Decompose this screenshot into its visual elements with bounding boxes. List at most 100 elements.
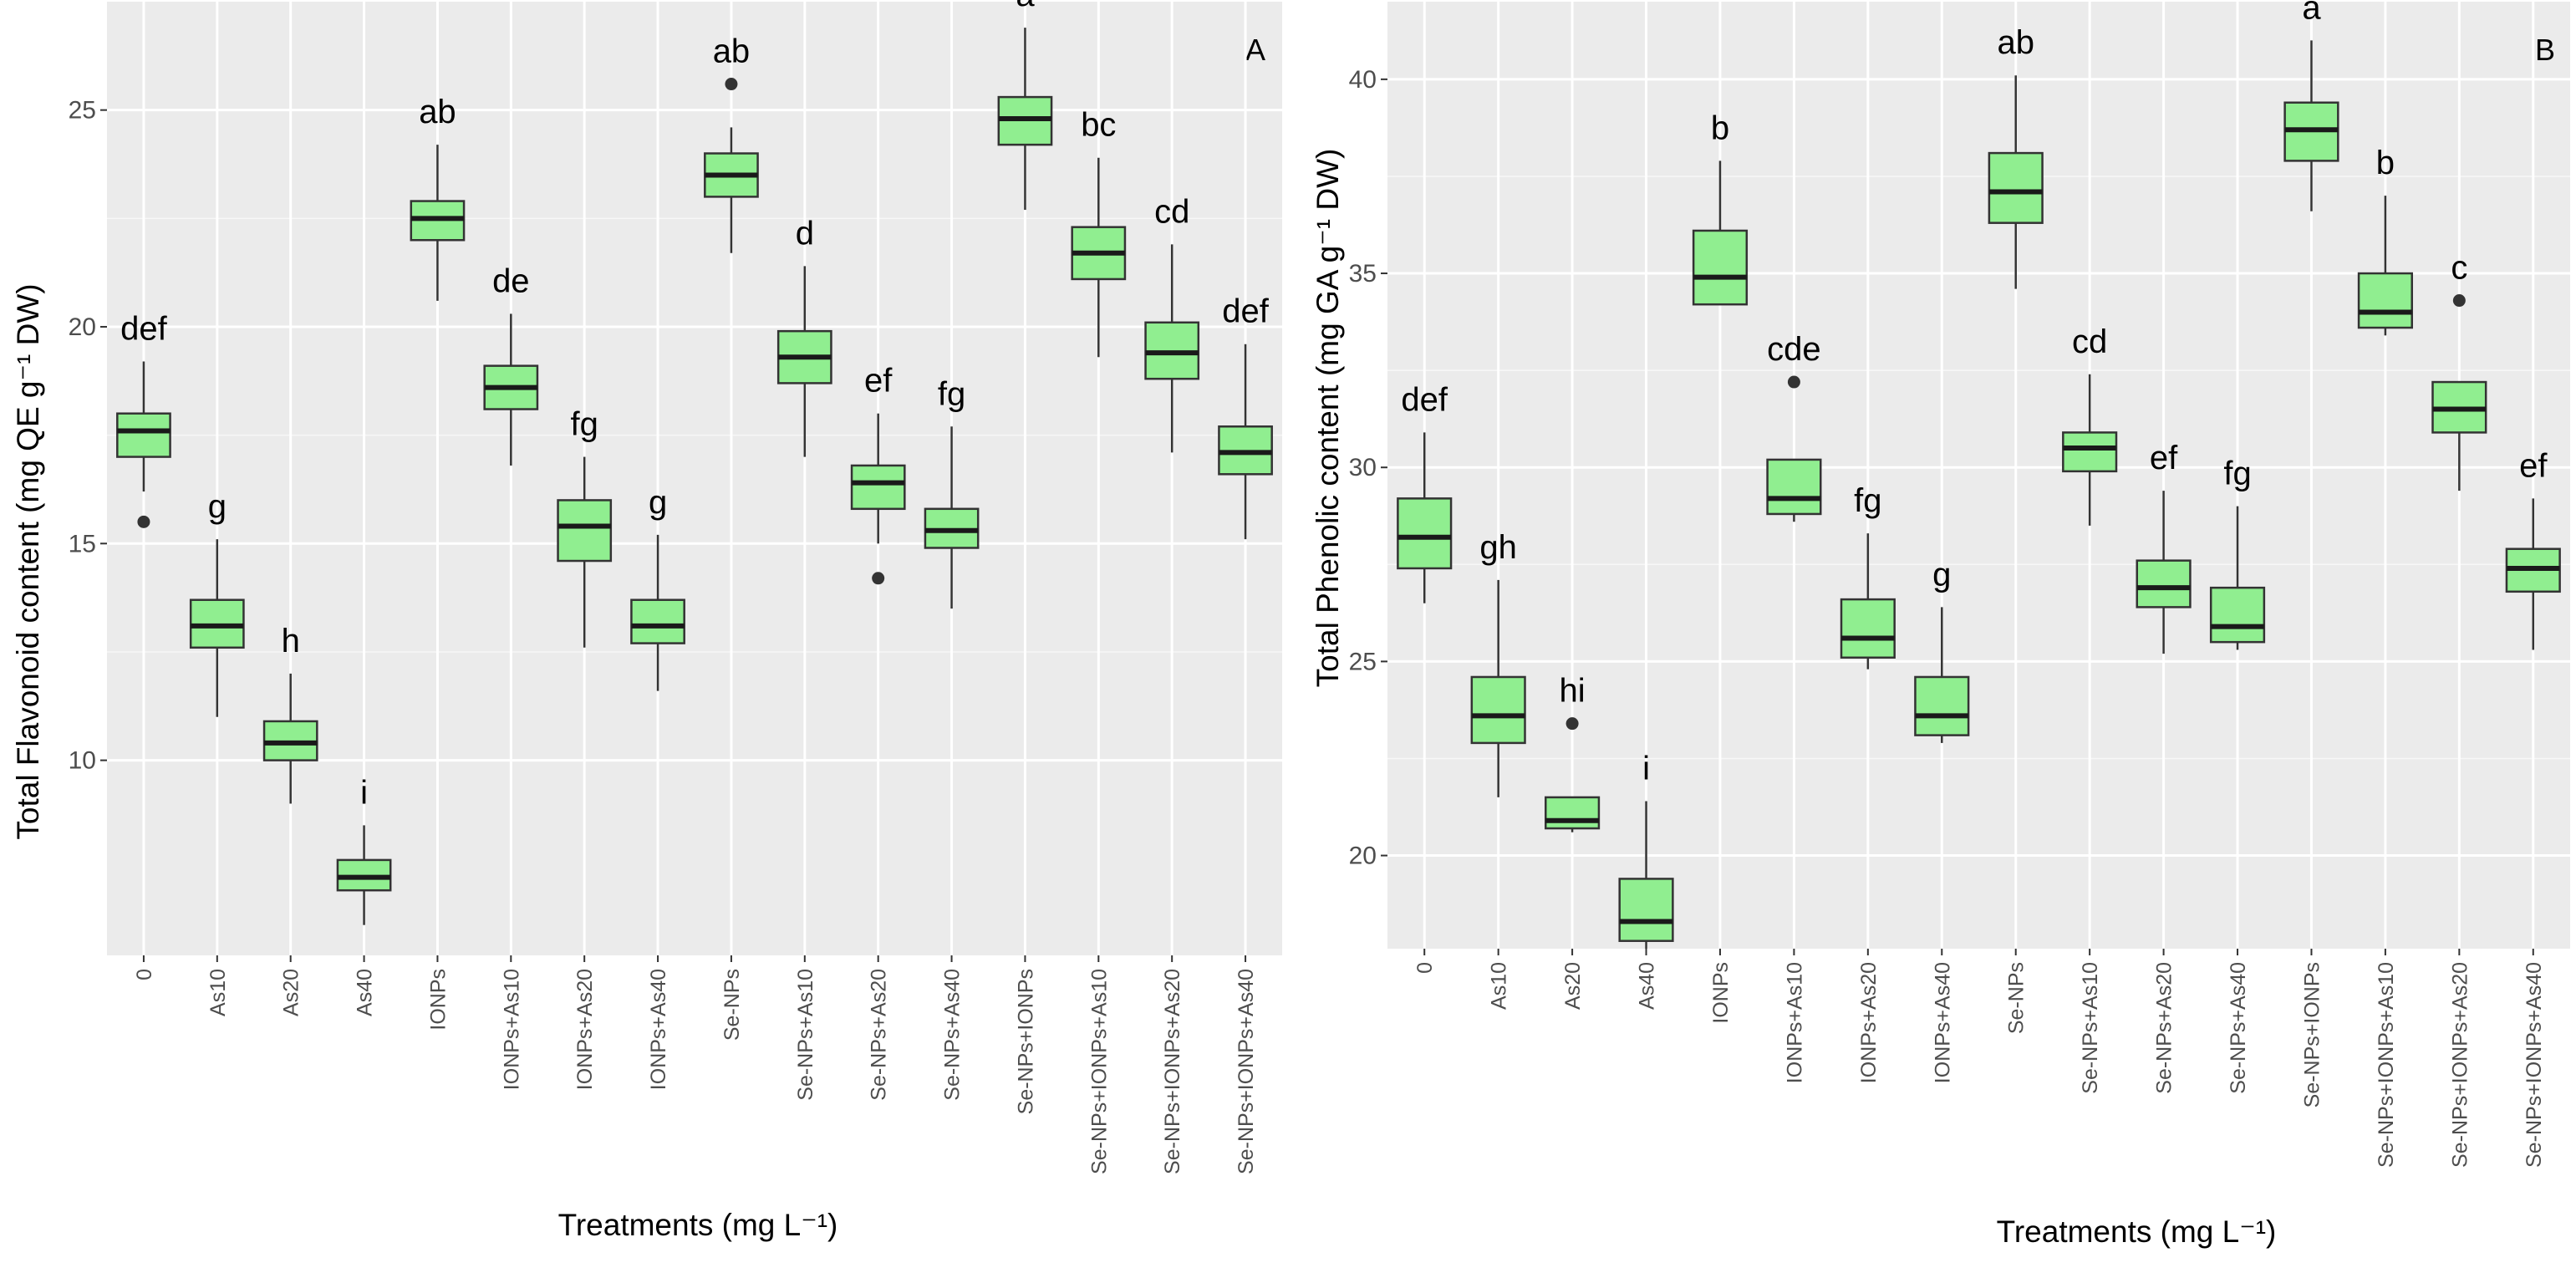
significance-letter-a: i [360, 774, 368, 811]
x-tick-label-a: Se-NPs+As10 [794, 969, 817, 1101]
x-tick-label-a: IONPs+As40 [647, 969, 670, 1090]
x-tick-label-b: Se-NPs+IONPs [2300, 962, 2324, 1107]
y-tick-label-a: 15 [69, 530, 96, 558]
x-tick-label-b: IONPs+As20 [1857, 962, 1881, 1083]
box-b [1692, 229, 1749, 306]
box-a [116, 412, 171, 458]
box-b [2209, 586, 2266, 644]
x-tick-label-a: Se-NPs+IONPs [1014, 969, 1037, 1114]
x-tick-label-b: IONPs+As40 [1931, 962, 1954, 1083]
x-tick-label-a: Se-NPs [720, 969, 744, 1041]
y-tick-label-b: 35 [1349, 260, 1377, 288]
box-b [1545, 796, 1601, 830]
significance-letter-a: de [492, 262, 530, 299]
x-tick-label-b: Se-NPs+IONPs+As20 [2448, 962, 2472, 1168]
box-b [1840, 598, 1896, 659]
x-tick-label-b: Se-NPs+As20 [2153, 962, 2176, 1094]
box-b [2062, 431, 2118, 473]
outlier-point-b [1565, 717, 1579, 731]
flavonoid-boxplot: A Total Flavonoid content (mg QE g⁻¹ DW)… [11, 0, 1282, 1242]
significance-letter-b: g [1932, 556, 1951, 593]
x-tick-label-b: 0 [1413, 962, 1437, 974]
significance-letter-a: def [120, 310, 167, 347]
y-axis-title-b: Total Phenolic content (mg GA g⁻¹ DW) [1311, 149, 1345, 688]
significance-letter-b: hi [1560, 673, 1586, 710]
significance-letter-b: def [1401, 381, 1448, 418]
significance-letter-a: ef [864, 363, 893, 400]
phenolic-boxplot: B Total Phenolic content (mg GA g⁻¹ DW) … [1311, 0, 2570, 1249]
x-tick-label-a: As40 [354, 969, 377, 1016]
x-tick-label-a: Se-NPs+As20 [868, 969, 891, 1101]
y-tick-label-a: 10 [69, 747, 96, 775]
y-tick-label-b: 30 [1349, 454, 1377, 481]
significance-letter-b: fg [1854, 482, 1881, 519]
x-tick-label-b: IONPs [1709, 962, 1733, 1024]
x-tick-label-b: Se-NPs [2005, 962, 2029, 1034]
x-tick-label-b: IONPs+As10 [1783, 962, 1806, 1083]
box-a [557, 499, 613, 563]
significance-letter-b: c [2451, 250, 2467, 287]
significance-letter-b: fg [2223, 456, 2251, 492]
outlier-point-a [725, 78, 738, 91]
x-tick-label-b: As20 [1561, 962, 1585, 1010]
x-tick-label-b: Se-NPs+As40 [2227, 962, 2250, 1094]
significance-letter-a: def [1222, 293, 1269, 330]
significance-letter-a: g [208, 488, 227, 525]
x-tick-label-a: Se-NPs+IONPs+As40 [1235, 969, 1258, 1174]
box-b [1988, 151, 2044, 224]
panel-label-b: B [2535, 33, 2555, 67]
box-b [1766, 458, 1822, 516]
phenolic-chart-panel: B Total Phenolic content (mg GA g⁻¹ DW) … [1288, 0, 2576, 1278]
x-tick-label-a: Se-NPs+IONPs+As10 [1087, 969, 1111, 1174]
flavonoid-chart-panel: A Total Flavonoid content (mg QE g⁻¹ DW)… [11, 0, 1282, 1242]
box-a [630, 598, 685, 644]
y-tick-label-a: 20 [69, 313, 96, 341]
significance-letter-b: ef [2519, 447, 2548, 484]
significance-letter-b: a [2302, 0, 2321, 26]
plot-background-a [107, 2, 1282, 955]
box-b [1914, 675, 1970, 736]
significance-letter-b: b [1711, 109, 1729, 146]
y-axis-title-a: Total Flavonoid content (mg QE g⁻¹ DW) [11, 283, 45, 839]
box-b [1397, 497, 1453, 570]
significance-letter-b: ab [1997, 24, 2034, 61]
outlier-point-a [137, 515, 150, 528]
significance-letter-a: ab [713, 33, 751, 70]
significance-letter-a: d [796, 215, 814, 252]
significance-letter-a: a [1016, 0, 1035, 13]
outlier-point-b [1787, 375, 1800, 389]
significance-letter-b: ef [2150, 440, 2178, 476]
significance-letter-a: g [649, 484, 667, 521]
significance-letter-b: cde [1767, 331, 1821, 368]
box-b [2357, 272, 2413, 329]
outlier-point-a [872, 572, 885, 585]
x-tick-label-a: IONPs [426, 969, 450, 1031]
significance-letter-b: b [2376, 145, 2395, 181]
box-a [850, 464, 906, 511]
outlier-point-b [2452, 294, 2466, 308]
box-b [2136, 559, 2192, 608]
significance-letter-b: i [1642, 751, 1650, 787]
y-tick-label-b: 20 [1349, 843, 1377, 870]
x-tick-label-b: Se-NPs+IONPs+As40 [2523, 962, 2546, 1168]
box-b [1618, 878, 1674, 942]
significance-letter-a: fg [938, 375, 965, 412]
x-tick-label-a: IONPs+As10 [500, 969, 523, 1090]
x-tick-label-a: 0 [133, 969, 156, 980]
x-tick-label-b: As10 [1488, 962, 1511, 1010]
significance-letter-a: bc [1081, 107, 1116, 144]
panel-label-a: A [1245, 33, 1265, 67]
y-tick-label-b: 25 [1349, 648, 1377, 675]
x-tick-label-b: Se-NPs+As10 [2079, 962, 2102, 1094]
x-tick-label-a: Se-NPs+As40 [941, 969, 965, 1101]
significance-letter-b: gh [1479, 529, 1517, 566]
x-tick-label-b: As40 [1636, 962, 1659, 1010]
significance-letter-a: fg [571, 406, 598, 443]
plot-background-b [1387, 2, 2570, 949]
x-tick-label-a: Se-NPs+IONPs+As20 [1161, 969, 1184, 1174]
significance-letter-a: cd [1154, 193, 1189, 230]
y-tick-label-b: 40 [1349, 66, 1377, 94]
x-tick-label-b: Se-NPs+IONPs+As10 [2375, 962, 2398, 1168]
box-b [1470, 675, 1526, 745]
significance-letter-b: cd [2072, 323, 2107, 360]
